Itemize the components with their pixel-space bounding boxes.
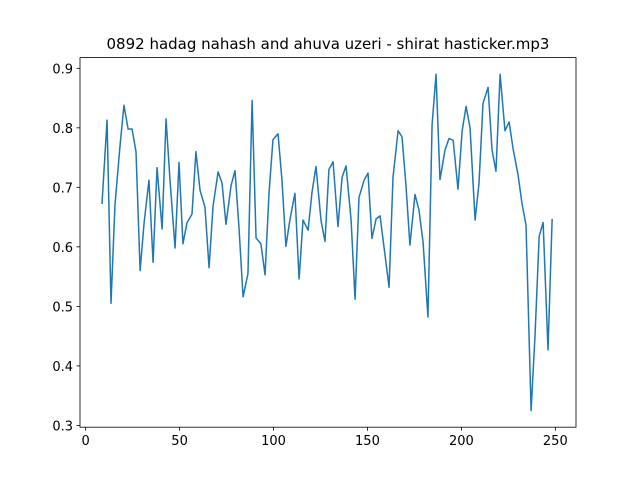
plot-frame: [79, 57, 577, 428]
x-tick-label: 0: [81, 434, 89, 449]
y-tick-label: 0.3: [52, 419, 73, 434]
y-tick-label: 0.6: [52, 241, 73, 256]
chart-title: 0892 hadag nahash and ahuva uzeri - shir…: [107, 35, 550, 53]
x-tick-label: 50: [171, 434, 188, 449]
x-tick-label: 100: [261, 434, 286, 449]
data-line: [101, 73, 553, 412]
x-tick-label: 150: [355, 434, 380, 449]
y-tick-label: 0.4: [52, 360, 73, 375]
y-tick-label: 0.5: [52, 300, 73, 315]
y-tick-label: 0.9: [52, 62, 73, 77]
y-tick-label: 0.8: [52, 122, 73, 137]
x-tick-label: 250: [543, 434, 568, 449]
x-tick-label: 200: [449, 434, 474, 449]
y-tick-label: 0.7: [52, 181, 73, 196]
